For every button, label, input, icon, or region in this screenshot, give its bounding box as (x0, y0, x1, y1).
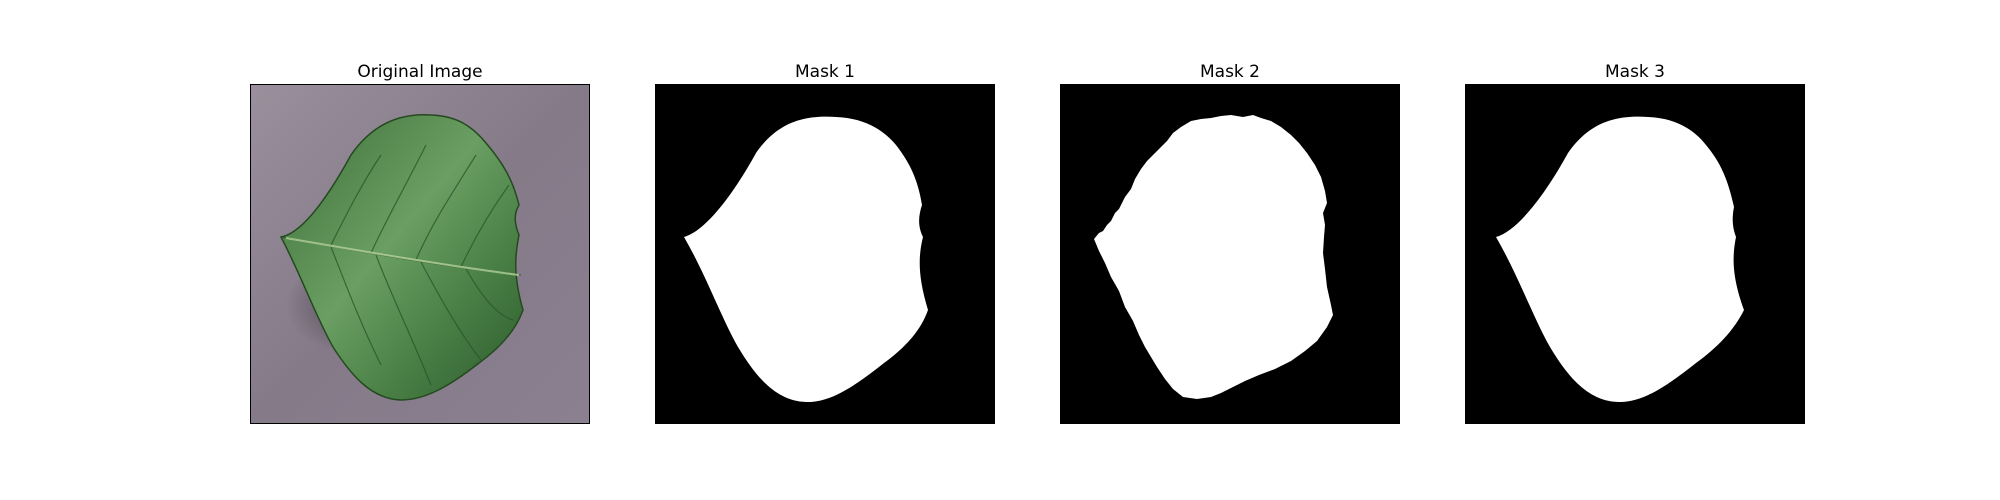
panel-original: Original Image (250, 60, 590, 424)
panel-title-mask-2: Mask 2 (1199, 62, 1260, 82)
panel-title-mask-1: Mask 1 (794, 62, 855, 82)
mask-3 (1466, 85, 1804, 423)
mask-2-foreground (1094, 115, 1333, 399)
leaf-photo (251, 85, 589, 423)
panel-mask-3: Mask 3 (1465, 60, 1805, 424)
panel-title-original: Original Image (357, 62, 483, 82)
leaf-midrib (285, 237, 520, 276)
mask-1-foreground (684, 116, 928, 403)
mask-3-foreground (1496, 116, 1744, 403)
panel-mask-1: Mask 1 (655, 60, 995, 424)
panel-title-mask-3: Mask 3 (1604, 62, 1665, 82)
original-image (250, 84, 590, 424)
mask-1-image (655, 84, 995, 424)
mask-2 (1061, 85, 1399, 423)
panel-mask-2: Mask 2 (1060, 60, 1400, 424)
mask-3-image (1465, 84, 1805, 424)
mask-1 (656, 85, 994, 423)
mask-2-image (1060, 84, 1400, 424)
